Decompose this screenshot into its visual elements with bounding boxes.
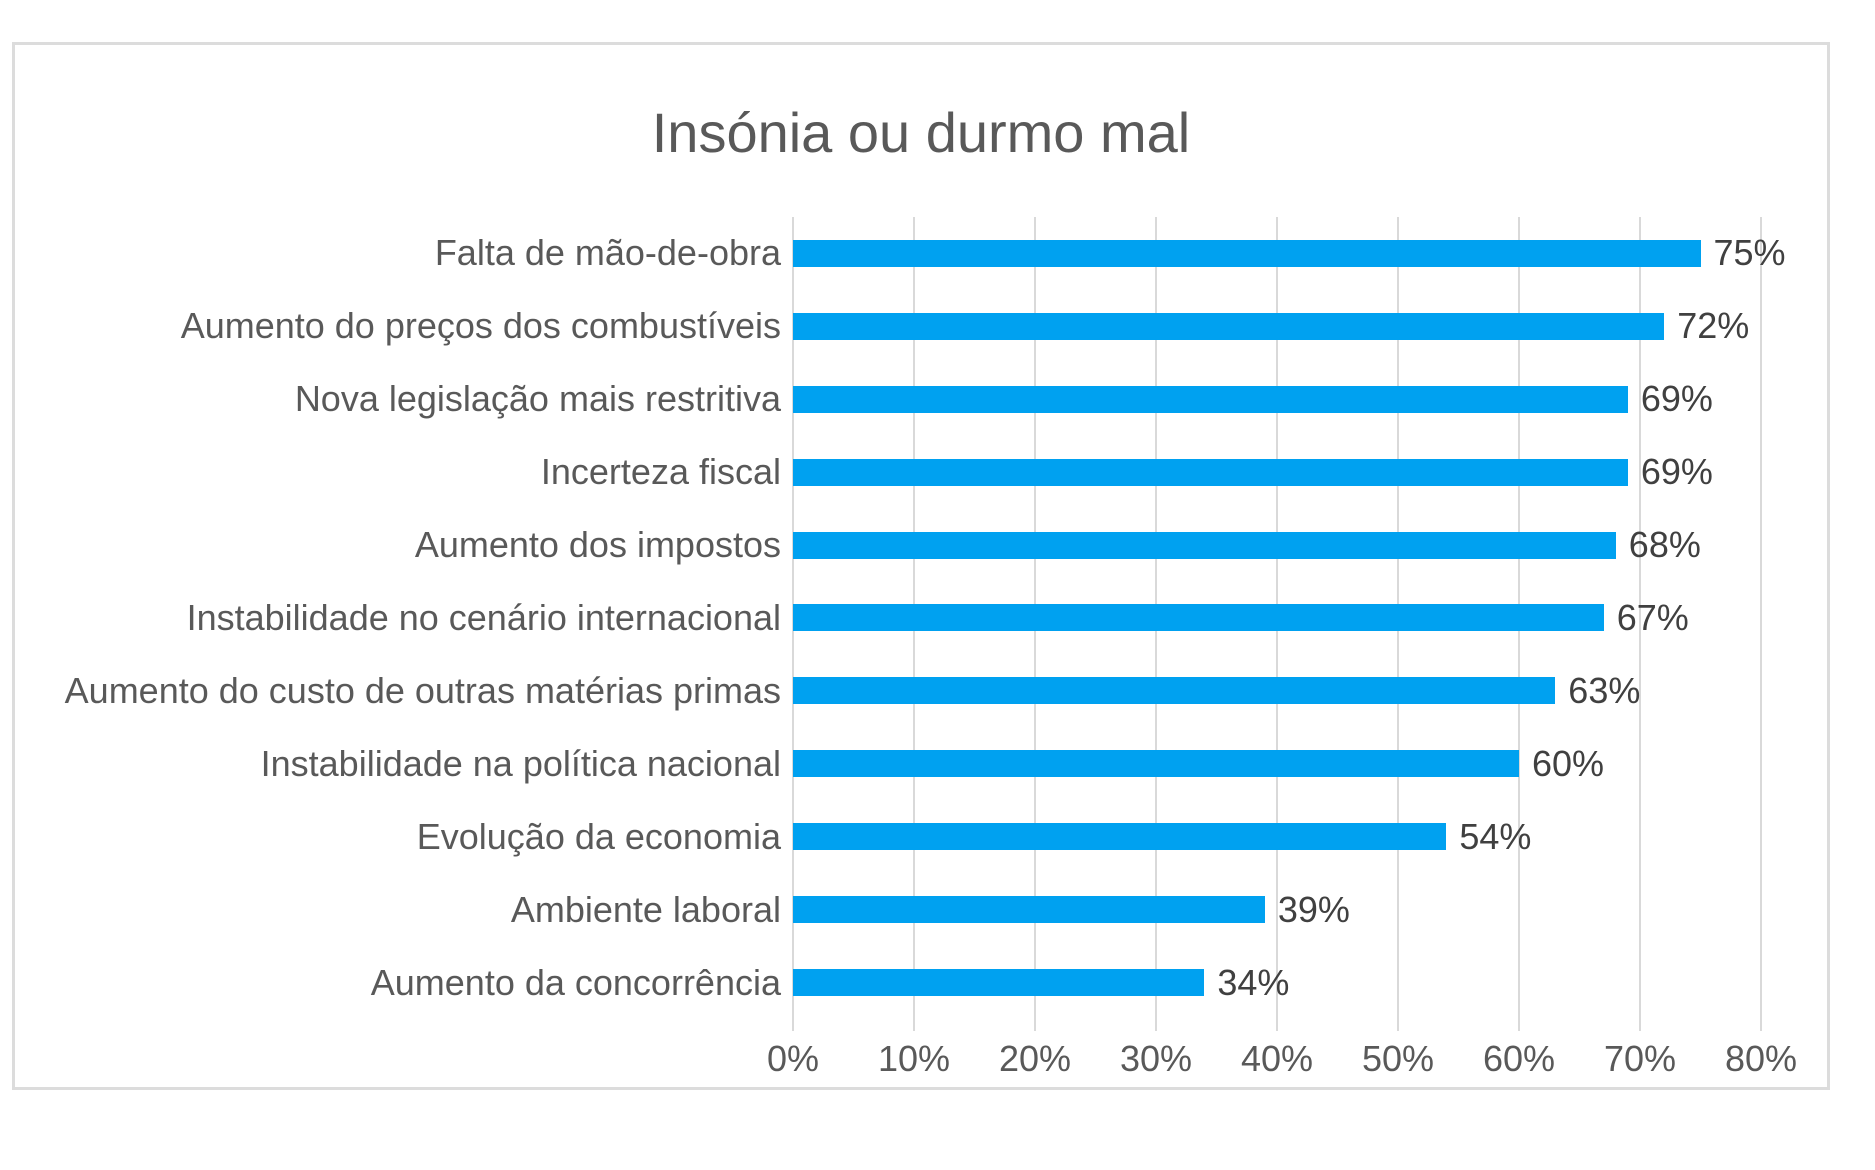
- axis-tick-mark: [1639, 1019, 1641, 1031]
- value-label: 60%: [1532, 742, 1605, 784]
- bar: [793, 823, 1447, 851]
- bar: [793, 750, 1519, 778]
- axis-tick-mark: [1155, 1019, 1157, 1031]
- category-label: Instabilidade na política nacional: [260, 742, 781, 784]
- value-label: 39%: [1277, 888, 1350, 930]
- axis-tick-label: 60%: [1482, 1038, 1556, 1079]
- value-label: 69%: [1640, 451, 1713, 493]
- value-label: 68%: [1628, 524, 1701, 566]
- category-label: Falta de mão-de-obra: [434, 232, 781, 274]
- value-label: 69%: [1640, 378, 1713, 420]
- category-label: Ambiente laboral: [510, 888, 781, 930]
- category-label: Aumento da concorrência: [370, 961, 781, 1003]
- axis-tick-label: 80%: [1724, 1038, 1798, 1079]
- category-label: Aumento do custo de outras matérias prim…: [64, 669, 781, 711]
- bar: [793, 969, 1205, 997]
- bar: [793, 604, 1604, 632]
- axis-tick-mark: [913, 1019, 915, 1031]
- axis-tick-label: 20%: [998, 1038, 1072, 1079]
- axis-tick-mark: [1397, 1019, 1399, 1031]
- bar-row: Ambiente laboral 39%: [15, 873, 1827, 946]
- axis-tick-mark: [1760, 1019, 1762, 1031]
- bar: [793, 896, 1265, 924]
- category-label: Nova legislação mais restritiva: [294, 378, 781, 420]
- value-label: 34%: [1217, 961, 1290, 1003]
- axis-tick-mark: [1034, 1019, 1036, 1031]
- axis-tick-label: 10%: [877, 1038, 951, 1079]
- chart-title: Insónia ou durmo mal: [651, 101, 1191, 164]
- category-label: Instabilidade no cenário internacional: [186, 596, 781, 638]
- axis-tick-mark: [792, 1019, 794, 1031]
- bar-row: Evolução da economia 54%: [15, 800, 1827, 873]
- bar: [793, 312, 1665, 340]
- chart-frame: Insónia ou durmo mal 0% 10% 20% 30% 40% 50% 60…: [12, 42, 1830, 1090]
- axis-tick-mark: [1518, 1019, 1520, 1031]
- bar-row: Instabilidade no cenário internacional 67…: [15, 582, 1827, 655]
- bar: [793, 531, 1616, 559]
- axis-tick-label: 0%: [766, 1038, 820, 1079]
- bar: [793, 458, 1628, 486]
- category-label: Aumento do preços dos combustíveis: [180, 305, 781, 347]
- value-label: 75%: [1713, 232, 1786, 274]
- axis-tick-label: 40%: [1240, 1038, 1314, 1079]
- category-label: Incerteza fiscal: [540, 451, 781, 493]
- gridline: [1760, 217, 1762, 1019]
- category-label: Evolução da economia: [416, 815, 781, 857]
- bar-row: Aumento da concorrência 34%: [15, 946, 1827, 1019]
- axis-tick-label: 30%: [1119, 1038, 1193, 1079]
- value-label: 63%: [1568, 669, 1641, 711]
- axis-tick-label: 50%: [1361, 1038, 1435, 1079]
- bar: [793, 385, 1628, 413]
- bar: [793, 677, 1556, 705]
- axis-tick-mark: [1276, 1019, 1278, 1031]
- bar-row: Incerteza fiscal 69%: [15, 436, 1827, 509]
- value-label: 72%: [1677, 305, 1750, 347]
- bar-row: Aumento do custo de outras matérias prim…: [15, 654, 1827, 727]
- bar-row: Aumento do preços dos combustíveis 72%: [15, 290, 1827, 363]
- bar-row: Nova legislação mais restritiva 69%: [15, 363, 1827, 436]
- value-label: 54%: [1459, 815, 1532, 857]
- bar-row: Instabilidade na política nacional 60%: [15, 727, 1827, 800]
- gridline: [1639, 217, 1641, 1019]
- bar: [793, 239, 1701, 267]
- bar-row: Aumento dos impostos 68%: [15, 509, 1827, 582]
- bar-row: Falta de mão-de-obra 75%: [15, 217, 1827, 290]
- category-label: Aumento dos impostos: [414, 524, 781, 566]
- value-label: 67%: [1616, 596, 1689, 638]
- axis-tick-label: 70%: [1603, 1038, 1677, 1079]
